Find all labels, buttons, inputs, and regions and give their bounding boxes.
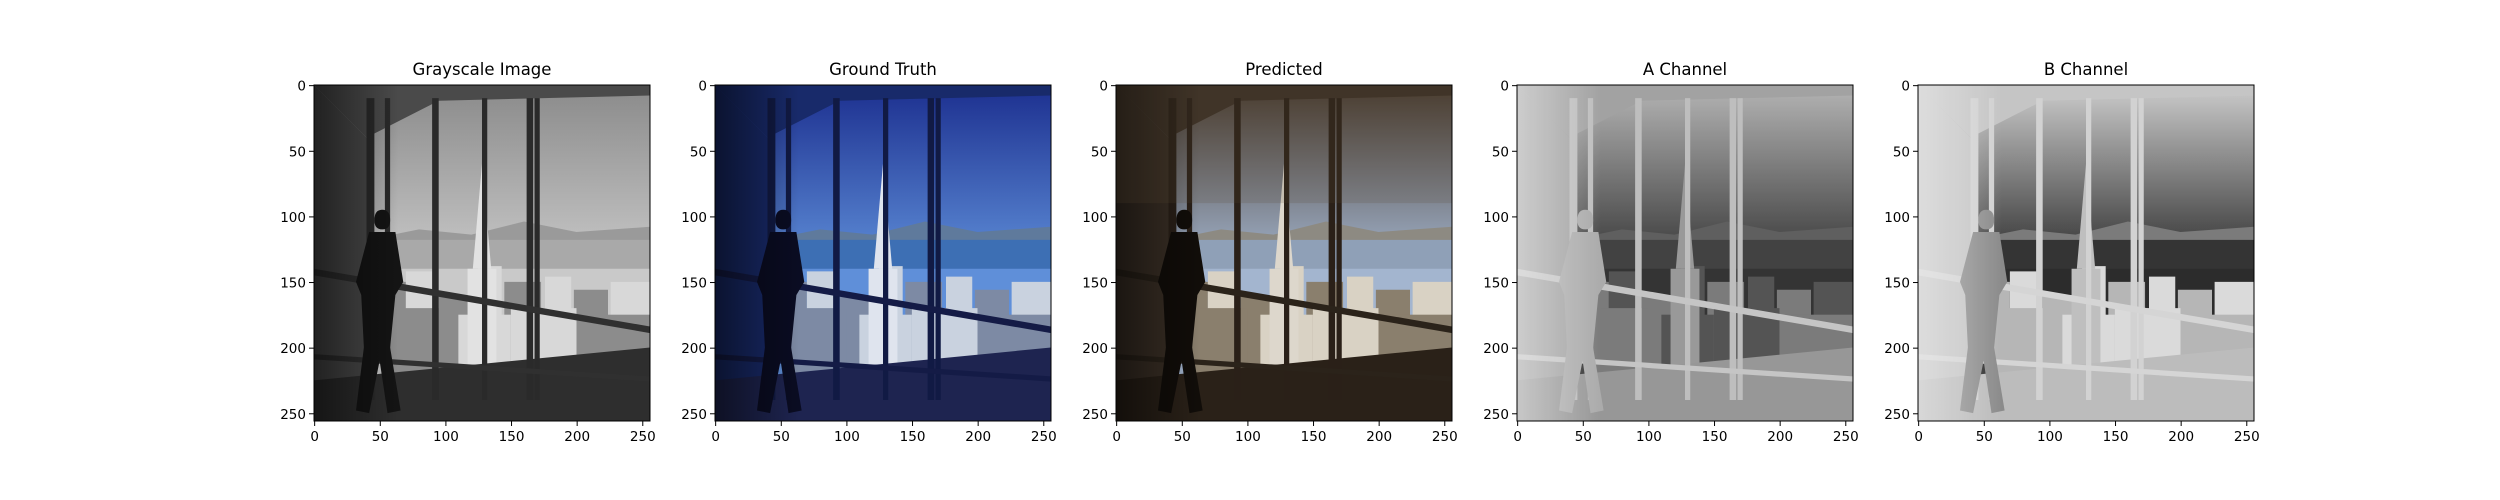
- x-tick-label: 100: [2037, 429, 2063, 445]
- axes-frame: [714, 84, 1052, 422]
- x-tick-label: 250: [1432, 429, 1458, 445]
- x-tick-label: 250: [630, 429, 656, 445]
- x-tick-label: 150: [2103, 429, 2129, 445]
- x-tick-label: 200: [1366, 429, 1392, 445]
- y-tick-label: 100: [280, 210, 306, 226]
- channel-tint: [1517, 85, 1853, 421]
- panel-image: [1116, 85, 1452, 421]
- vignette: [1517, 85, 1853, 421]
- y-tick-label: 0: [1901, 79, 1910, 95]
- y-tick-label: 100: [1884, 210, 1910, 226]
- x-tick-label: 50: [372, 429, 389, 445]
- vignette: [314, 85, 650, 421]
- axes-frame: [1917, 84, 2255, 422]
- y-tick-label: 200: [280, 341, 306, 357]
- color-cast: [1116, 85, 1452, 204]
- y-tick-label: 0: [1099, 79, 1108, 95]
- x-tick-label: 150: [499, 429, 525, 445]
- channel-tint: [1918, 85, 2254, 421]
- y-tick-label: 0: [297, 79, 306, 95]
- x-tick-label: 100: [1235, 429, 1261, 445]
- y-tick-label: 200: [1483, 341, 1509, 357]
- y-tick-label: 50: [1492, 144, 1509, 160]
- x-tick-label: 0: [1112, 429, 1121, 445]
- x-tick-label: 250: [1833, 429, 1859, 445]
- x-tick-label: 200: [1767, 429, 1793, 445]
- panel-image: [314, 85, 650, 421]
- y-tick-label: 100: [681, 210, 707, 226]
- x-tick-label: 50: [1174, 429, 1191, 445]
- x-tick-label: 200: [2168, 429, 2194, 445]
- axes-frame: [1115, 84, 1453, 422]
- panel-title: A Channel: [1643, 60, 1727, 79]
- x-tick-label: 0: [1914, 429, 1923, 445]
- y-tick-label: 150: [1483, 276, 1509, 292]
- x-tick-label: 0: [310, 429, 319, 445]
- x-tick-label: 50: [773, 429, 790, 445]
- x-tick-label: 100: [1636, 429, 1662, 445]
- y-tick-label: 200: [1884, 341, 1910, 357]
- x-tick-label: 250: [2234, 429, 2260, 445]
- panel-title: B Channel: [2044, 60, 2128, 79]
- panel-title: Grayscale Image: [413, 60, 552, 79]
- y-tick-label: 50: [690, 144, 707, 160]
- x-tick-label: 150: [900, 429, 926, 445]
- x-tick-label: 150: [1702, 429, 1728, 445]
- y-tick-label: 50: [1893, 144, 1910, 160]
- vignette: [715, 85, 1051, 421]
- x-tick-label: 150: [1301, 429, 1327, 445]
- panel-title: Ground Truth: [829, 60, 937, 79]
- panel-image: [1517, 85, 1853, 421]
- panel-image: [715, 85, 1051, 421]
- x-tick-label: 200: [564, 429, 590, 445]
- panel-title: Predicted: [1245, 60, 1322, 79]
- x-tick-label: 250: [1031, 429, 1057, 445]
- x-tick-label: 50: [1575, 429, 1592, 445]
- x-tick-label: 100: [834, 429, 860, 445]
- vignette: [1116, 85, 1452, 421]
- y-tick-label: 250: [1082, 407, 1108, 423]
- y-tick-label: 150: [280, 276, 306, 292]
- x-tick-label: 200: [965, 429, 991, 445]
- y-tick-label: 50: [1091, 144, 1108, 160]
- y-tick-label: 250: [1483, 407, 1509, 423]
- x-tick-label: 0: [1513, 429, 1522, 445]
- panel-image: [1918, 85, 2254, 421]
- x-tick-label: 50: [1976, 429, 1993, 445]
- y-tick-label: 150: [681, 276, 707, 292]
- y-tick-label: 250: [1884, 407, 1910, 423]
- y-tick-label: 150: [1884, 276, 1910, 292]
- x-tick-label: 100: [433, 429, 459, 445]
- y-tick-label: 150: [1082, 276, 1108, 292]
- y-tick-label: 100: [1483, 210, 1509, 226]
- x-tick-label: 0: [711, 429, 720, 445]
- y-tick-label: 0: [698, 79, 707, 95]
- y-tick-label: 250: [681, 407, 707, 423]
- vignette: [1918, 85, 2254, 421]
- y-tick-label: 100: [1082, 210, 1108, 226]
- y-tick-label: 0: [1500, 79, 1509, 95]
- y-tick-label: 200: [1082, 341, 1108, 357]
- axes-frame: [313, 84, 651, 422]
- y-tick-label: 50: [289, 144, 306, 160]
- y-tick-label: 200: [681, 341, 707, 357]
- axes-frame: [1516, 84, 1854, 422]
- y-tick-label: 250: [280, 407, 306, 423]
